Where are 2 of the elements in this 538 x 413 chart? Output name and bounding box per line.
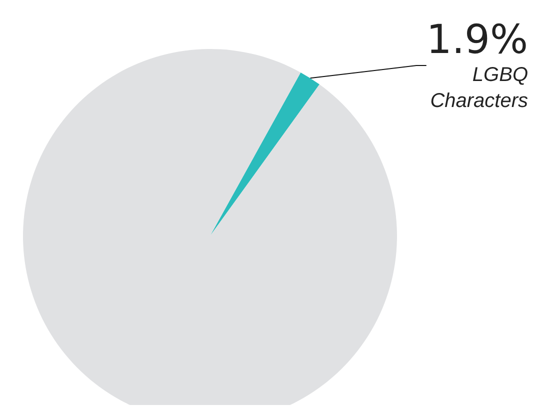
slice-label: LGBQ Characters — [430, 64, 528, 112]
data-label: 1.9% — [426, 17, 528, 63]
